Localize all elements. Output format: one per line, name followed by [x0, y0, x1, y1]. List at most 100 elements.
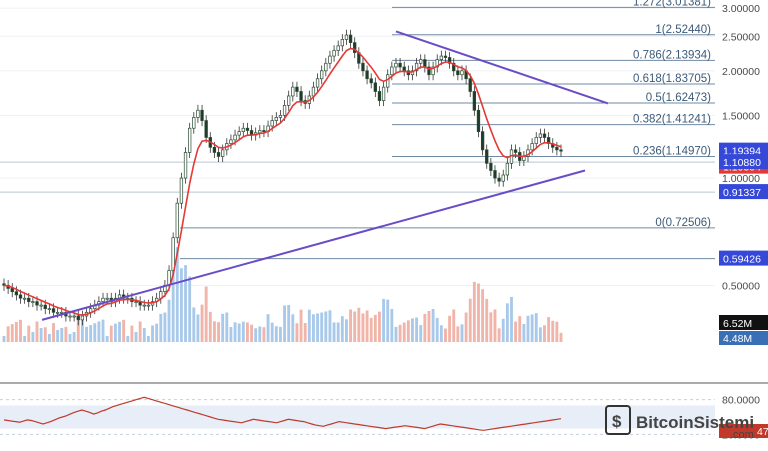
candle-body	[332, 50, 336, 57]
volume-bar	[101, 319, 105, 342]
candle-body	[179, 177, 184, 204]
volume-bar	[497, 328, 501, 342]
trendlines	[41, 30, 609, 321]
price-pane: 1.272(3.01381) 1(2.52440) 0.786(2.13934) 0.…	[0, 0, 715, 342]
candle-body	[489, 162, 493, 171]
volume-tag-label: 4.48M	[723, 333, 752, 345]
candle-body	[497, 177, 501, 182]
candle-body	[472, 91, 477, 111]
candle-body	[386, 74, 390, 88]
candle-body	[344, 34, 349, 40]
volume-bar	[291, 314, 295, 342]
volume-bar	[76, 320, 80, 342]
volume-bar	[485, 298, 489, 342]
volume-bar	[415, 317, 419, 342]
candles	[2, 29, 563, 326]
candle-body	[212, 146, 217, 153]
price-axis[interactable]: 3.00000 2.50000 2.00000 1.50000 1.00000 0.500…	[722, 3, 760, 292]
candle-body	[410, 70, 415, 76]
volume-bar	[64, 326, 68, 342]
volume-bar	[146, 336, 150, 342]
volume-tag	[719, 315, 768, 330]
candle-body	[398, 62, 402, 68]
fib-label: 0.236(1.14970)	[633, 145, 711, 157]
candle-body	[501, 174, 505, 182]
fib-label: 1(2.52440)	[655, 24, 711, 36]
candle-body	[555, 146, 559, 151]
candle-body	[134, 301, 138, 303]
volume-bar	[493, 309, 497, 342]
volume-bar	[510, 296, 513, 342]
volume-bar	[411, 318, 414, 342]
volume-bar	[60, 328, 64, 342]
volume-bar	[142, 328, 146, 342]
candle-body	[146, 304, 151, 307]
volume-bar	[307, 309, 311, 342]
volume-bar	[192, 307, 196, 342]
volume-bar	[217, 322, 220, 342]
candle-body	[328, 55, 332, 64]
volume-bar	[196, 314, 200, 342]
candle-body	[476, 109, 481, 132]
volume-bar	[233, 322, 237, 342]
volume-bar	[378, 311, 381, 342]
volume-bar	[167, 299, 171, 342]
volume-bar	[262, 327, 266, 342]
volume-bar	[266, 314, 270, 342]
candle-body	[237, 131, 241, 136]
volume-bar	[270, 322, 274, 342]
y-tick-label: 2.50000	[722, 31, 760, 43]
candle-body	[39, 304, 43, 307]
volume-bar	[109, 325, 113, 342]
volume-bar	[113, 323, 117, 342]
volume-bar	[151, 325, 154, 342]
volume-bar	[312, 314, 315, 342]
candle-body	[369, 78, 373, 84]
volume-bar	[332, 322, 336, 342]
candle-body	[18, 294, 23, 299]
candle-body	[14, 291, 19, 296]
osc-tag	[719, 424, 768, 438]
y-tick-label: 3.00000	[722, 3, 760, 15]
volume-bar	[56, 330, 60, 342]
price-tag-label: 0.59426	[723, 254, 761, 266]
volume-bar	[423, 313, 427, 342]
candle-body	[282, 104, 287, 116]
volume-bar	[47, 334, 51, 342]
candle-body	[439, 55, 443, 60]
candle-body	[530, 143, 534, 151]
candle-body	[460, 70, 464, 76]
volume-bar	[398, 324, 402, 342]
volume-bar	[295, 323, 299, 342]
candle-body	[22, 297, 27, 300]
volume-bar	[501, 318, 505, 342]
volume-bar	[155, 323, 159, 342]
volume-bar	[477, 283, 480, 342]
volume-bar	[460, 324, 464, 342]
candle-body	[200, 109, 204, 121]
volume-bar	[353, 311, 357, 342]
ema-line	[3, 47, 562, 316]
candle-body	[175, 202, 179, 239]
candle-body	[192, 117, 196, 129]
brand-suffix: .com	[730, 429, 754, 441]
candle-body	[171, 237, 175, 271]
volume-bar	[10, 324, 14, 342]
volume-bar	[299, 309, 303, 342]
volume-bar	[547, 317, 551, 342]
candle-body	[27, 297, 31, 302]
candle-body	[340, 39, 344, 47]
candle-body	[423, 59, 427, 68]
volume-bar	[85, 326, 88, 342]
volume-bar	[19, 319, 22, 342]
candle-body	[485, 149, 489, 164]
candle-body	[456, 70, 460, 76]
volume-bar	[254, 328, 258, 342]
volume-bar	[452, 309, 456, 342]
candle-body	[262, 130, 266, 132]
candle-body	[480, 131, 485, 151]
candle-body	[493, 170, 497, 179]
candle-body	[105, 297, 109, 300]
volume-bar	[357, 307, 361, 342]
